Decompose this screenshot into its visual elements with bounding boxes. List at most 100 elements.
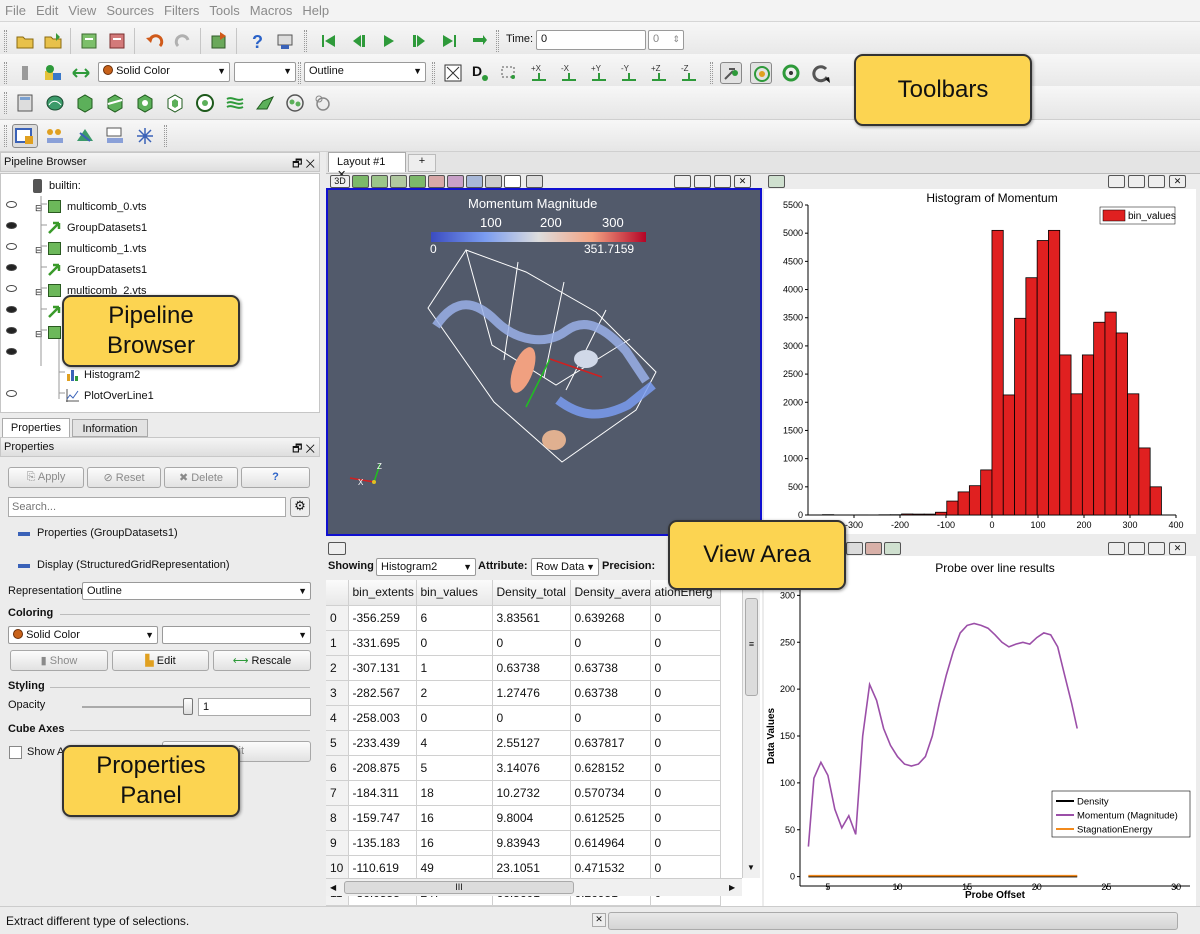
select-block-icon[interactable]	[134, 125, 156, 147]
histogram-view[interactable]: Histogram of Momentum 0 500 1000 1500 2000 250…	[764, 189, 1196, 534]
zoom-to-box-icon[interactable]	[498, 62, 520, 84]
expand-toggle-icon[interactable]: ⊟	[35, 287, 43, 297]
selection-icon[interactable]	[447, 175, 464, 188]
table-row[interactable]: 5 -233.439 4 2.55127 0.637817 0	[326, 730, 721, 756]
float-close-icon[interactable]: 🗗 ✕	[292, 158, 315, 170]
warp-by-vector-filter-icon[interactable]	[254, 92, 276, 114]
pipeline-item[interactable]: GroupDatasets1	[1, 218, 319, 239]
pipeline-item[interactable]: ⊟	[1, 323, 319, 344]
select-points-through-icon[interactable]	[104, 125, 126, 147]
redo-icon[interactable]	[172, 30, 194, 52]
search-input[interactable]	[8, 497, 286, 517]
split-vertical-icon[interactable]	[1128, 542, 1145, 555]
zoom-to-data-icon[interactable]: D	[470, 62, 492, 84]
delete-button[interactable]: ✖ Delete	[164, 467, 238, 488]
pipeline-item-builtin[interactable]: builtin:	[1, 176, 319, 197]
scrollbar-thumb[interactable]: ≡	[745, 598, 758, 696]
camera-undo-icon[interactable]	[208, 30, 230, 52]
last-frame-icon[interactable]	[438, 30, 460, 52]
render-view-3d[interactable]: Momentum Magnitude 100 200 300 0 351.715…	[326, 188, 762, 536]
rescale-range-icon[interactable]	[70, 62, 92, 84]
set-view-plus-y-icon[interactable]: +Y	[588, 62, 610, 84]
clip-filter-icon[interactable]	[74, 92, 96, 114]
table-row[interactable]: 9 -135.183 16 9.83943 0.614964 0	[326, 830, 721, 856]
expand-toggle-icon[interactable]: ⊟	[35, 329, 43, 339]
selection-icon[interactable]	[504, 175, 521, 188]
spreadsheet-options-icon[interactable]	[328, 542, 346, 555]
selection-icon[interactable]	[428, 175, 445, 188]
toolbar-grip[interactable]	[4, 30, 7, 52]
maximize-icon[interactable]	[1148, 175, 1165, 188]
selection-icon[interactable]	[409, 175, 426, 188]
disconnect-icon[interactable]	[106, 30, 128, 52]
visibility-eye-icon[interactable]	[6, 348, 17, 355]
open-icon[interactable]	[14, 30, 36, 52]
close-view-icon[interactable]: ✕	[1169, 175, 1186, 188]
load-state-icon[interactable]	[42, 30, 64, 52]
set-view-minus-y-icon[interactable]: -Y	[618, 62, 640, 84]
set-view-minus-z-icon[interactable]: -Z	[678, 62, 700, 84]
table-row[interactable]: 4 -258.003 0 0 0 0	[326, 705, 721, 731]
advanced-settings-gear-icon[interactable]: ⚙	[290, 497, 310, 517]
display-section-header[interactable]: Display (StructuredGridRepresentation)	[37, 559, 230, 571]
selection-icon[interactable]	[466, 175, 483, 188]
visibility-eye-icon[interactable]	[6, 243, 17, 250]
table-row[interactable]: 6 -208.875 5 3.14076 0.628152 0	[326, 755, 721, 781]
close-view-icon[interactable]: ✕	[1169, 542, 1186, 555]
edit-colormap-button[interactable]: ▙ Edit	[112, 650, 209, 671]
apply-button[interactable]: ⎘ Apply	[8, 467, 84, 488]
toggle-center-axes-icon[interactable]	[720, 62, 742, 84]
select-cells-on-icon[interactable]	[12, 124, 38, 148]
opacity-input[interactable]: 1	[198, 698, 311, 716]
help-button[interactable]: ?	[241, 467, 310, 488]
horizontal-scrollbar[interactable]: ◀ III ▶	[326, 878, 742, 896]
pipeline-item[interactable]	[1, 344, 319, 365]
chart-option-icon[interactable]	[865, 542, 882, 555]
line-chart-view[interactable]: Probe over line results Probe Offset Data …	[764, 556, 1196, 906]
play-icon[interactable]	[378, 30, 400, 52]
abort-icon[interactable]: ✕	[592, 913, 606, 927]
pipeline-item-histogram2[interactable]: Histogram2	[1, 365, 319, 386]
time-input[interactable]: 0	[536, 30, 646, 50]
pipeline-item-plotoverline1[interactable]: PlotOverLine1	[1, 386, 319, 407]
column-header[interactable]: bin_extents	[348, 580, 417, 606]
table-row[interactable]: 2 -307.131 1 0.63738 0.63738 0	[326, 655, 721, 681]
add-layout-tab-button[interactable]: +	[408, 154, 436, 172]
pipeline-tree[interactable]: builtin: ⊟ multicomb_0.vts GroupDatasets1…	[0, 173, 320, 413]
table-row[interactable]: 1 -331.695 0 0 0 0	[326, 630, 721, 656]
table-row[interactable]: 3 -282.567 2 1.27476 0.63738 0	[326, 680, 721, 706]
first-frame-icon[interactable]	[318, 30, 340, 52]
scroll-left-arrow-icon[interactable]: ◀	[330, 883, 337, 892]
connect-icon[interactable]	[78, 30, 100, 52]
slice-filter-icon[interactable]	[104, 92, 126, 114]
pipeline-item[interactable]: ⊟ multicomb_0.vts	[1, 197, 319, 218]
camera-icon[interactable]	[352, 175, 369, 188]
selection-icon[interactable]	[485, 175, 502, 188]
menu-item-macros[interactable]: Macros	[249, 3, 293, 18]
glyph-filter-icon[interactable]	[194, 92, 216, 114]
edit-color-map-icon[interactable]	[42, 62, 64, 84]
contour-filter-icon[interactable]	[44, 92, 66, 114]
extract-subset-filter-icon[interactable]	[164, 92, 186, 114]
select-points-on-icon[interactable]	[44, 125, 66, 147]
spin-arrows-icon[interactable]: ⇕	[672, 34, 680, 44]
properties-section-header[interactable]: Properties (GroupDatasets1)	[37, 527, 178, 539]
visibility-eye-icon[interactable]	[6, 201, 17, 208]
menu-item-help[interactable]: Help	[302, 3, 330, 18]
rescale-button[interactable]: ⟷ Rescale	[213, 650, 311, 671]
table-row[interactable]: 0 -356.259 6 3.83561 0.639268 0	[326, 605, 721, 631]
pipeline-item[interactable]	[1, 302, 319, 323]
split-horizontal-icon[interactable]	[1108, 175, 1125, 188]
attribute-select[interactable]: Row Data ▼	[531, 558, 599, 576]
tab-information[interactable]: Information	[72, 419, 148, 437]
data-table[interactable]: bin_extents bin_values Density_total Densit…	[326, 580, 721, 906]
spreadsheet-view[interactable]: bin_extents bin_values Density_total Densit…	[326, 580, 762, 906]
calculator-filter-icon[interactable]	[14, 92, 36, 114]
menu-item-file[interactable]: File	[5, 3, 26, 18]
chart-option-icon[interactable]	[846, 542, 863, 555]
visibility-eye-icon[interactable]	[6, 285, 17, 292]
previous-frame-icon[interactable]	[348, 30, 370, 52]
expand-toggle-icon[interactable]: ⊟	[35, 245, 43, 255]
visibility-eye-icon[interactable]	[6, 327, 17, 334]
set-view-plus-x-icon[interactable]: +X	[528, 62, 550, 84]
